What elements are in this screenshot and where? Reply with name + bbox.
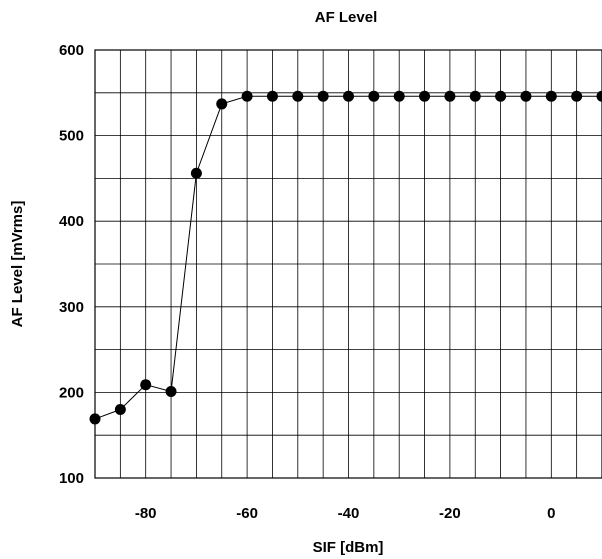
data-point <box>216 98 228 110</box>
y-tick-label: 400 <box>59 213 84 230</box>
y-axis-label: AF Level [mVrms] <box>9 201 26 328</box>
data-point <box>520 90 532 102</box>
grid <box>95 50 602 478</box>
data-point <box>419 90 431 102</box>
data-point <box>190 167 202 179</box>
data-point <box>545 90 557 102</box>
data-point <box>89 413 101 425</box>
x-tick-labels: -80 -60 -40 -20 0 <box>135 505 556 522</box>
x-tick-label: -60 <box>236 505 258 522</box>
data-point <box>596 90 602 102</box>
plot-frame <box>94 49 602 479</box>
x-tick-label: 0 <box>547 505 555 522</box>
chart-title: AF Level <box>315 9 378 26</box>
y-tick-label: 200 <box>59 384 84 401</box>
y-tick-label: 600 <box>59 42 84 59</box>
data-point <box>495 90 507 102</box>
data-point <box>393 90 405 102</box>
data-point <box>571 90 583 102</box>
y-tick-label: 500 <box>59 128 84 145</box>
data-point <box>114 404 126 416</box>
x-tick-label: -80 <box>135 505 157 522</box>
data-point <box>140 379 152 391</box>
data-point <box>165 386 177 398</box>
y-tick-label: 300 <box>59 299 84 316</box>
x-axis-label: SIF [dBm] <box>313 539 384 556</box>
y-tick-label: 100 <box>59 470 84 487</box>
data-point <box>241 90 253 102</box>
data-point <box>343 90 354 102</box>
data-point <box>292 90 304 102</box>
x-tick-label: -40 <box>338 505 360 522</box>
data-point <box>317 90 329 102</box>
y-tick-labels: 100 200 300 400 500 600 <box>59 42 84 487</box>
data-point <box>266 90 278 102</box>
data-point <box>368 90 380 102</box>
data-series <box>89 90 602 425</box>
data-point <box>444 90 456 102</box>
data-point <box>469 90 481 102</box>
x-tick-label: -20 <box>439 505 461 522</box>
